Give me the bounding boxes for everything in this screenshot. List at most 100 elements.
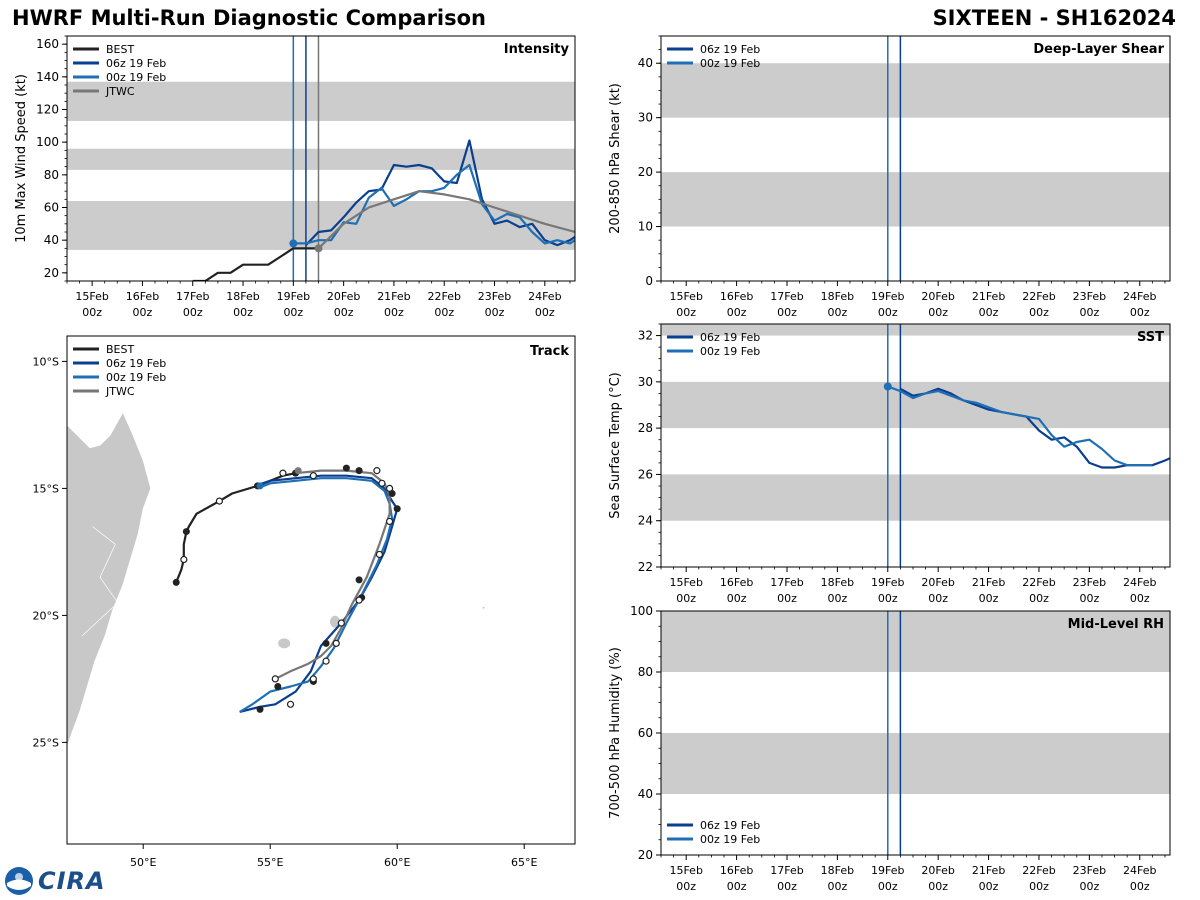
rh-x-tick-day: 21Feb (972, 864, 1005, 877)
rh-plot-area (661, 611, 1170, 855)
shear-band-0 (661, 172, 1170, 227)
sst-y-tick-label: 24 (638, 514, 653, 528)
rh-x-tick-hour: 00z (878, 880, 898, 893)
sst-x-tick-hour: 00z (676, 592, 696, 605)
rh-chart: 20 40 60 80 100 15Feb 00z 16Feb 00z 17Feb 00z 18Feb… (608, 604, 1171, 893)
intensity-x-tick-day: 22Feb (427, 290, 460, 303)
shear-y-tick-label: 0 (645, 274, 653, 288)
track-point-open-00z-19-feb (385, 484, 394, 492)
rh-x-tick-hour: 00z (1079, 880, 1099, 893)
track-point-open-00z-19-feb (385, 517, 394, 526)
track-point-best (182, 528, 190, 536)
sst-x-tick-hour: 00z (1029, 592, 1049, 605)
sst-series-00z-19-feb (887, 385, 1153, 467)
track-point-06z-19-feb (256, 705, 264, 713)
track-legend-label: 06z 19 Feb (106, 357, 166, 370)
shear-x-tick-day: 21Feb (972, 290, 1005, 303)
track-point-06z-19-feb (355, 467, 363, 475)
intensity-band-1 (67, 148, 575, 170)
intensity-y-tick-label: 80 (44, 168, 59, 182)
rh-y-tick-label: 40 (638, 787, 653, 801)
track-point-00z-19-feb (256, 482, 264, 490)
rh-x-tick-day: 17Feb (770, 864, 803, 877)
storm-id-title: SIXTEEN - SH162024 (932, 6, 1176, 30)
rh-panel-title: Mid-Level RH (1068, 617, 1164, 632)
sst-y-tick-label: 22 (638, 560, 653, 574)
sst-band-2 (661, 324, 1170, 336)
rh-x-tick-day: 18Feb (821, 864, 854, 877)
track-line-06z-19-feb (239, 474, 399, 713)
rh-x-tick-day: 15Feb (669, 864, 702, 877)
intensity-band-2 (67, 81, 575, 121)
track-panel-title: Track (530, 344, 569, 359)
rh-x-tick-hour: 00z (777, 880, 797, 893)
rh-y-axis-label: 700-500 hPa Humidity (%) (608, 647, 623, 819)
intensity-x-tick-hour: 00z (133, 306, 153, 319)
rh-band-0 (661, 733, 1170, 794)
shear-x-tick-hour: 00z (928, 306, 948, 319)
sst-x-tick-hour: 00z (928, 592, 948, 605)
shear-y-tick-label: 30 (638, 111, 653, 125)
shear-x-tick-day: 20Feb (921, 290, 954, 303)
intensity-panel-title: Intensity (504, 42, 570, 57)
madagascar-region-borders (81, 526, 119, 636)
intensity-y-tick-label: 100 (36, 135, 59, 149)
rh-x-tick-day: 19Feb (871, 864, 904, 877)
intensity-plot-area (67, 36, 575, 281)
noaa-logo-icon (5, 867, 33, 895)
track-y-tick-label: 20°S (33, 609, 59, 622)
sst-legend-label: 00z 19 Feb (700, 345, 760, 358)
shear-x-tick-day: 19Feb (871, 290, 904, 303)
sst-x-tick-hour: 00z (827, 592, 847, 605)
sst-chart: 22 24 26 28 30 32 15Feb 00z 16Feb 00z 17Feb 00z 18Fe… (608, 323, 1171, 605)
reunion-island (278, 638, 291, 649)
track-point-06z-19-feb (322, 639, 330, 647)
shear-plot-area (661, 36, 1170, 281)
shear-legend-label: 00z 19 Feb (700, 57, 760, 70)
shear-x-tick-day: 18Feb (821, 290, 854, 303)
shear-band-1 (661, 63, 1170, 118)
rh-x-tick-hour: 00z (928, 880, 948, 893)
track-point-06z-19-feb (355, 576, 363, 584)
intensity-x-tick-hour: 00z (384, 306, 404, 319)
intensity-marker-1 (314, 244, 323, 253)
shear-x-tick-hour: 00z (1029, 306, 1049, 319)
shear-x-tick-hour: 00z (979, 306, 999, 319)
track-point-open-00z-19-feb (337, 619, 345, 627)
intensity-x-tick-day: 15Feb (75, 290, 108, 303)
mauritius-island (329, 615, 340, 628)
track-point-06z-19-feb (342, 464, 350, 472)
track-y-tick-label: 10°S (33, 355, 59, 368)
track-point-open-best (279, 469, 287, 477)
sst-y-tick-label: 32 (638, 329, 653, 343)
rh-x-tick-day: 20Feb (921, 864, 954, 877)
intensity-y-tick-label: 140 (36, 70, 59, 84)
intensity-y-tick-label: 20 (44, 266, 59, 280)
shear-legend-label: 06z 19 Feb (700, 43, 760, 56)
shear-x-tick-day: 22Feb (1022, 290, 1055, 303)
track-point-open-00z-19-feb (375, 550, 384, 559)
sst-x-tick-hour: 00z (727, 592, 747, 605)
track-map: 50°E 55°E 60°E 65°E 10°S 15°S 20°S 25°S Track BES… (33, 335, 576, 869)
intensity-x-tick-day: 20Feb (327, 290, 360, 303)
rh-x-tick-hour: 00z (727, 880, 747, 893)
track-point-best (172, 578, 180, 586)
track-y-tick-label: 25°S (33, 736, 59, 749)
madagascar-landmass (67, 411, 152, 748)
sst-x-tick-day: 19Feb (871, 576, 904, 589)
track-x-tick-label: 65°E (511, 856, 537, 869)
shear-x-tick-day: 23Feb (1073, 290, 1106, 303)
intensity-x-tick-hour: 00z (535, 306, 555, 319)
rh-y-tick-label: 20 (638, 848, 653, 862)
cira-logo-text: CIRA (38, 867, 106, 895)
rh-x-tick-day: 16Feb (720, 864, 753, 877)
intensity-x-tick-hour: 00z (334, 306, 354, 319)
sst-frame (660, 323, 1171, 568)
sst-x-tick-hour: 00z (777, 592, 797, 605)
shear-y-tick-label: 20 (638, 165, 653, 179)
track-x-tick-label: 60°E (384, 856, 410, 869)
track-x-tick-label: 50°E (130, 856, 156, 869)
intensity-y-tick-label: 120 (36, 103, 59, 117)
rh-x-tick-day: 23Feb (1073, 864, 1106, 877)
sst-x-tick-hour: 00z (878, 592, 898, 605)
